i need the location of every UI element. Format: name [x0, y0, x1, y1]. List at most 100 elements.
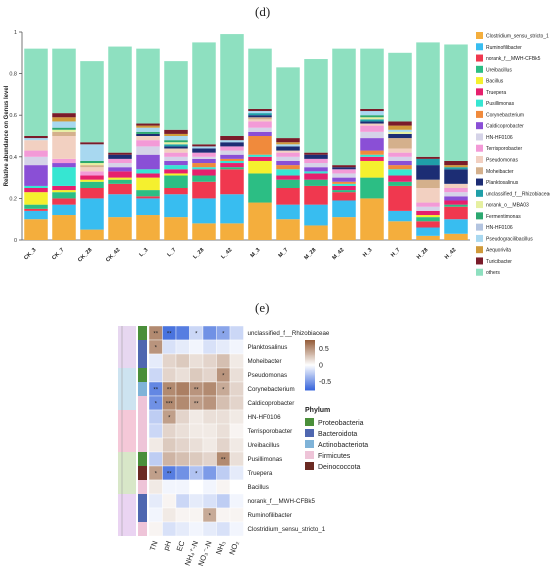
phylum-legend-label: Deinococcota [318, 464, 361, 471]
phylum-strip-cell [138, 494, 147, 508]
phylum-strip-cell [138, 522, 147, 536]
heatmap-cell [175, 423, 190, 439]
phylum-strip-cell [138, 438, 147, 452]
bar-segment [332, 200, 356, 218]
bar-segment [220, 140, 244, 143]
heatmap-cell [202, 325, 217, 341]
bar-segment [108, 217, 132, 240]
bar-segment [360, 117, 384, 120]
bar-segment [276, 146, 300, 151]
bar-segment [136, 131, 160, 134]
colorbar-step [305, 350, 315, 352]
heatmap-cell [162, 339, 177, 355]
bar-segment [416, 188, 440, 203]
bar-segment [416, 215, 440, 218]
bar-segment [360, 177, 384, 199]
heatmap-cell [162, 507, 177, 523]
heatmap-cell [175, 381, 190, 397]
bar-segment [220, 136, 244, 141]
bar-segment [136, 140, 160, 147]
bar-segment [388, 210, 412, 222]
legend-label: Planktosalinus [486, 180, 519, 186]
bar-segment [108, 46, 132, 153]
phylum-legend-label: Bacteroidota [318, 431, 357, 438]
bar-segment [108, 163, 132, 168]
bar-segment [388, 165, 412, 170]
colorbar-step [305, 353, 315, 356]
bar-segment [360, 198, 384, 240]
heatmap-cell [202, 395, 217, 411]
heatmap-cell [189, 479, 204, 495]
colorbar-step [305, 382, 315, 385]
heatmap-cell [202, 339, 217, 355]
heatmap-cell [229, 507, 244, 523]
y-tick-label: 0.2 [9, 196, 17, 202]
bar-segment [164, 165, 188, 170]
bar-segment [220, 169, 244, 195]
bar-segment [52, 215, 76, 240]
bar-segment [24, 208, 48, 211]
heatmap-cell [216, 521, 231, 537]
legend-label: Truepera [486, 90, 506, 96]
bar-segment [192, 148, 216, 153]
bar-segment [388, 181, 412, 186]
bar-segment [332, 217, 356, 240]
phylum-strip-cell [138, 508, 147, 522]
heatmap-cell [202, 423, 217, 439]
bar-segment [24, 185, 48, 188]
bar-segment [248, 131, 272, 136]
row-label: HN-HF0106 [248, 414, 282, 421]
bar-segment [136, 190, 160, 197]
bar-segment [164, 173, 188, 176]
heatmap-cell [162, 493, 177, 509]
row-label: Planktosalinus [248, 344, 288, 351]
bar-segment [444, 165, 468, 168]
bar-segment [164, 142, 188, 145]
bar-segment [136, 169, 160, 174]
bar-segment [136, 123, 160, 126]
bar-segment [332, 48, 356, 166]
bar-segment [248, 202, 272, 240]
x-tick-label: M_42 [331, 247, 345, 261]
heatmap-cell [229, 521, 244, 537]
bar-segment [164, 217, 188, 240]
bar-segment [332, 190, 356, 193]
bar-segment [220, 34, 244, 136]
significance-label: * [155, 346, 158, 352]
phylum-legend-title: Phylum [305, 407, 330, 414]
bar-segment [304, 171, 328, 174]
bar-segment [444, 219, 468, 234]
x-tick-label: H_7 [390, 247, 401, 258]
row-label: unclassified_f__Rhizobiaceae [248, 330, 330, 337]
bar-segment [276, 144, 300, 147]
heatmap-cell [175, 339, 190, 355]
bar-segment [416, 206, 440, 211]
legend-swatch [476, 178, 483, 186]
bar-segment [80, 181, 104, 188]
heatmap-cell [162, 353, 177, 369]
bar-segment [220, 223, 244, 240]
bar-segment [416, 179, 440, 188]
bar-segment [136, 154, 160, 170]
bar-segment [248, 113, 272, 116]
bar-segment [248, 160, 272, 174]
significance-label: ** [153, 388, 158, 394]
heatmap-cell [202, 437, 217, 453]
bar-segment [304, 158, 328, 164]
bar-segment [80, 61, 104, 143]
heatmap-cell [148, 409, 163, 425]
bar-segment [304, 152, 328, 155]
row-label: Caldicoprobacter [248, 400, 295, 407]
heatmap-cell [148, 437, 163, 453]
bar-segment [80, 179, 104, 182]
bar-segment [304, 59, 328, 153]
bar-segment [416, 42, 440, 157]
legend-swatch [476, 77, 483, 85]
bar-segment [24, 136, 48, 139]
bar-segment [444, 188, 468, 193]
bar-segment [80, 144, 104, 161]
bar-segment [276, 142, 300, 145]
heatmap-cell [229, 479, 244, 495]
heatmap-cell [148, 507, 163, 523]
heatmap-cell [189, 353, 204, 369]
